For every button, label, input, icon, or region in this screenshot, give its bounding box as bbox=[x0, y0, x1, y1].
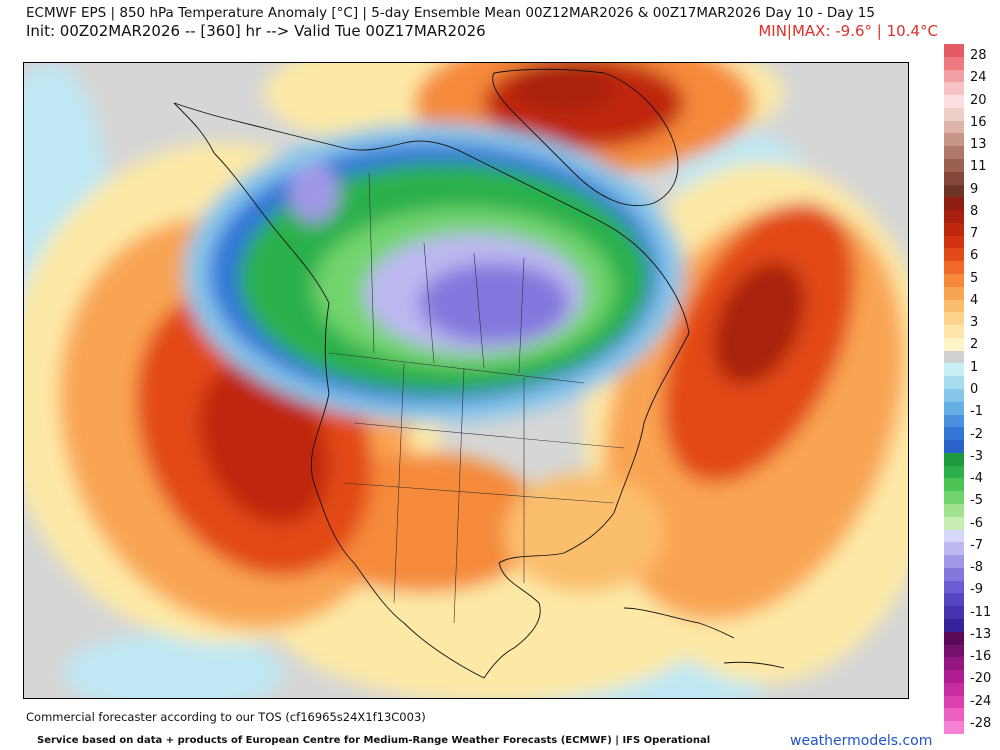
min-max-readout: MIN|MAX: -9.6° | 10.4°C bbox=[758, 22, 938, 40]
colorbar-swatch bbox=[944, 452, 964, 467]
colorbar-swatch bbox=[944, 427, 964, 441]
colorbar-label: -7 bbox=[970, 537, 983, 553]
colorbar-swatch bbox=[944, 721, 964, 735]
colorbar-swatch bbox=[944, 248, 964, 262]
colorbar-label: 1 bbox=[970, 359, 979, 375]
colorbar-swatch bbox=[944, 644, 964, 658]
colorbar-swatch bbox=[944, 619, 964, 633]
colorbar-swatch bbox=[944, 529, 964, 543]
colorbar-swatch bbox=[944, 682, 964, 697]
colorbar-swatch bbox=[944, 465, 964, 479]
colorbar-swatch bbox=[944, 478, 964, 492]
colorbar-swatch bbox=[944, 235, 964, 249]
colorbar-swatch bbox=[944, 350, 964, 364]
colorbar-swatch bbox=[944, 159, 964, 173]
colorbar-label: 11 bbox=[970, 159, 987, 175]
brand-link[interactable]: weathermodels.com bbox=[790, 733, 933, 749]
colorbar-swatch bbox=[944, 261, 964, 275]
colorbar-label: 0 bbox=[970, 382, 979, 397]
colorbar-swatch bbox=[944, 222, 964, 237]
colorbar-swatch bbox=[944, 337, 964, 352]
colorbar-swatch bbox=[944, 606, 964, 620]
colorbar-label: -8 bbox=[970, 560, 983, 576]
colorbar-swatch bbox=[944, 286, 964, 301]
colorbar-label: 8 bbox=[970, 203, 979, 219]
colorbar-swatch bbox=[944, 580, 964, 594]
colorbar-label: -11 bbox=[970, 604, 992, 620]
colorbar-label: 2 bbox=[970, 337, 979, 353]
colorbar-swatch bbox=[944, 389, 964, 403]
colorbar-swatch bbox=[944, 184, 964, 198]
colorbar-swatch bbox=[944, 440, 964, 454]
colorbar-swatch bbox=[944, 44, 964, 58]
anomaly-field bbox=[24, 63, 908, 698]
colorbar-label: -1 bbox=[970, 404, 983, 420]
colorbar-swatch bbox=[944, 516, 964, 531]
colorbar-swatch bbox=[944, 491, 964, 505]
colorbar-label: 24 bbox=[970, 70, 987, 86]
colorbar-swatch bbox=[944, 657, 964, 671]
colorbar-label: -24 bbox=[970, 693, 992, 709]
colorbar-swatch bbox=[944, 670, 964, 684]
colorbar-swatch bbox=[944, 695, 964, 709]
colorbar-swatch bbox=[944, 325, 964, 339]
colorbar-label: 6 bbox=[970, 248, 979, 264]
colorbar-label: 16 bbox=[970, 114, 987, 130]
colorbar-swatch bbox=[944, 631, 964, 646]
colorbar-swatch bbox=[944, 504, 964, 518]
colorbar-swatch bbox=[944, 542, 964, 556]
service-attribution: Service based on data + products of Euro… bbox=[37, 735, 711, 746]
colorbar-swatch bbox=[944, 171, 964, 186]
colorbar-swatch bbox=[944, 210, 964, 224]
colorbar-swatch bbox=[944, 69, 964, 83]
init-valid-line: Init: 00Z02MAR2026 -- [360] hr --> Valid… bbox=[26, 22, 486, 40]
colorbar-label: 4 bbox=[970, 292, 979, 308]
colorbar-swatch bbox=[944, 107, 964, 122]
coastlines bbox=[173, 68, 785, 679]
colorbar-swatch bbox=[944, 56, 964, 71]
colorbar-swatch bbox=[944, 146, 964, 160]
colorbar-swatch bbox=[944, 197, 964, 211]
colorbar-swatch bbox=[944, 708, 964, 722]
colorbar-label: 7 bbox=[970, 226, 979, 242]
colorbar-label: -3 bbox=[970, 448, 983, 464]
chart-title: ECMWF EPS | 850 hPa Temperature Anomaly … bbox=[26, 5, 875, 21]
colorbar-label: -28 bbox=[970, 715, 992, 731]
political-boundaries bbox=[328, 172, 625, 624]
temperature-anomaly-map bbox=[23, 62, 909, 699]
colorbar-label: -16 bbox=[970, 649, 992, 665]
colorbar: 28 24 20 16 13 11 9 8 7 6 5 4 3 2 1 0 -1 -2 -3 -4 -5 -6 -7 -8 -9… bbox=[944, 44, 1000, 735]
colorbar-label: 20 bbox=[970, 92, 987, 108]
colorbar-label: 3 bbox=[970, 315, 979, 331]
colorbar-swatch bbox=[944, 567, 964, 582]
colorbar-swatch bbox=[944, 593, 964, 607]
colorbar-label: -13 bbox=[970, 626, 992, 642]
tos-notice: Commercial forecaster according to our T… bbox=[26, 710, 426, 724]
colorbar-swatch bbox=[944, 82, 964, 96]
colorbar-swatch bbox=[944, 299, 964, 313]
colorbar-swatch bbox=[944, 133, 964, 147]
colorbar-swatch bbox=[944, 312, 964, 326]
colorbar-label: 9 bbox=[970, 181, 979, 197]
colorbar-swatch bbox=[944, 95, 964, 109]
colorbar-label: -4 bbox=[970, 471, 983, 487]
colorbar-label: -5 bbox=[970, 493, 983, 509]
colorbar-label: -20 bbox=[970, 671, 992, 687]
colorbar-label: 13 bbox=[970, 137, 987, 153]
colorbar-label: -6 bbox=[970, 515, 983, 531]
colorbar-swatch bbox=[944, 401, 964, 416]
colorbar-label: 28 bbox=[970, 48, 987, 64]
colorbar-label: -2 bbox=[970, 426, 983, 442]
colorbar-swatch bbox=[944, 120, 964, 134]
colorbar-label: -9 bbox=[970, 582, 983, 598]
colorbar-swatch bbox=[944, 376, 964, 390]
colorbar-swatch bbox=[944, 555, 964, 569]
colorbar-label: 5 bbox=[970, 270, 979, 286]
colorbar-swatch bbox=[944, 363, 964, 377]
map-canvas bbox=[24, 63, 908, 698]
colorbar-swatch bbox=[944, 274, 964, 288]
colorbar-swatch bbox=[944, 414, 964, 428]
